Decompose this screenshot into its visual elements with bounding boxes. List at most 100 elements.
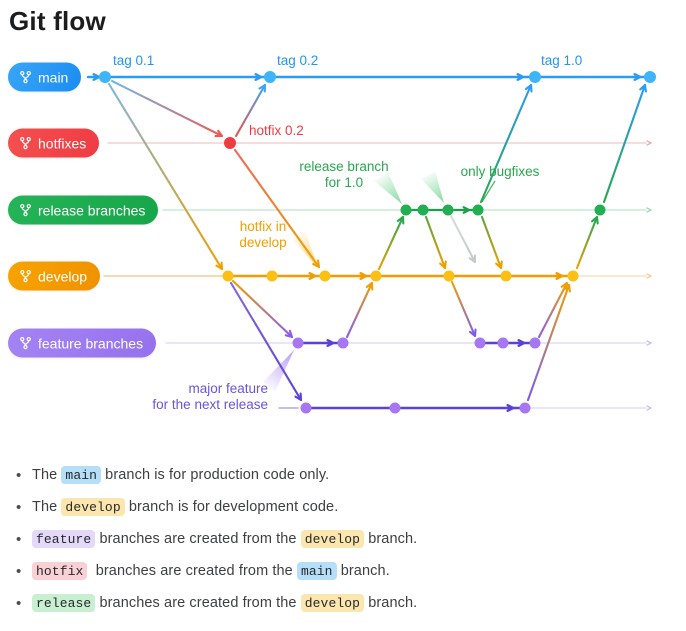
release-beam-1-glow xyxy=(374,172,402,204)
commit-dot-develop xyxy=(443,270,455,282)
branch-pill-label: release branches xyxy=(38,202,146,218)
note-item: • feature branches are created from the d… xyxy=(16,523,417,555)
edge-arrowhead-icon xyxy=(563,283,571,293)
commit-dot-release xyxy=(400,204,412,216)
lane-arrowhead-icon xyxy=(308,272,317,280)
commit-dot-major xyxy=(389,402,401,414)
inline-code-main: main xyxy=(61,466,102,484)
note-text: branches are created from the xyxy=(95,531,301,547)
note-text: branches are created from the xyxy=(95,595,301,611)
edge-release-to-main-tag10 xyxy=(479,83,533,204)
lane-arrowhead-icon xyxy=(359,272,368,280)
commit-dot-main xyxy=(529,71,541,83)
bugfix-pointer xyxy=(481,180,496,203)
commit-dot-release xyxy=(417,204,429,216)
edge-develop-to-feature-2 xyxy=(450,280,477,338)
commit-dot-feature xyxy=(292,337,304,349)
edge-major-to-develop xyxy=(526,283,571,402)
commit-dot-feature xyxy=(474,337,486,349)
edge-release-to-develop-2 xyxy=(480,215,503,270)
note-text: The xyxy=(32,467,62,483)
branch-pill-label: main xyxy=(38,69,69,85)
edge-arrowhead-icon xyxy=(396,215,405,225)
label-line: develop xyxy=(239,235,287,250)
label-line: major feature xyxy=(188,381,268,396)
label-line: tag 0.1 xyxy=(113,53,155,68)
note-item: • The main branch is for production code … xyxy=(16,459,417,491)
note-text: branch is for production code only. xyxy=(101,467,330,483)
edge-arrowhead-icon xyxy=(294,392,303,402)
edge-feature-to-develop-2 xyxy=(537,281,569,339)
label-line: tag 1.0 xyxy=(541,53,583,68)
commit-dot-develop xyxy=(370,270,382,282)
lane-arrowhead-icon xyxy=(555,272,564,280)
hotfix-beam-glow xyxy=(292,231,318,268)
bullet-icon: • xyxy=(16,594,22,612)
edge-arrowhead-icon xyxy=(215,261,224,271)
label-line: hotfix 0.2 xyxy=(249,123,304,138)
commit-dot-feature xyxy=(337,337,349,349)
note-text: branch. xyxy=(364,531,418,547)
edge-feature-to-develop-1 xyxy=(345,281,374,339)
git-branch-icon xyxy=(20,336,31,350)
bullet-icon: • xyxy=(16,498,22,516)
label-line: tag 0.2 xyxy=(277,53,319,68)
label-hotfix-in-dev: hotfix in develop xyxy=(239,219,286,251)
note-text: The xyxy=(32,499,62,515)
feature-beam-glow xyxy=(263,350,294,392)
branch-pill-feature-branches: feature branches xyxy=(8,328,157,358)
note-text: branch is for development code. xyxy=(124,499,339,515)
edge-release-to-main-last xyxy=(602,83,647,204)
edge-arrowhead-icon xyxy=(639,83,647,93)
branch-notes-list: • The main branch is for production code … xyxy=(16,459,417,619)
edge-release-gray-merge xyxy=(449,214,477,264)
label-line: only bugfixes xyxy=(460,164,540,179)
commit-dot-release xyxy=(442,204,454,216)
note-item: • hotfix branches are created from the ma… xyxy=(16,555,417,587)
commit-dot-release xyxy=(594,204,606,216)
note-text: branches are created from the xyxy=(87,563,297,579)
commit-dot-major xyxy=(519,402,531,414)
lane-arrowhead-icon xyxy=(646,207,652,213)
edge-hotfix-to-develop xyxy=(233,148,321,269)
lane-arrowhead-icon xyxy=(646,405,652,411)
lane-arrowhead-icon xyxy=(646,273,652,279)
label-release-branch: release branch for 1.0 xyxy=(299,159,388,191)
edge-arrowhead-icon xyxy=(214,129,224,138)
label-hotfix-0-2: hotfix 0.2 xyxy=(249,123,304,139)
branch-pill-label: develop xyxy=(38,268,88,284)
lane-arrowhead-icon xyxy=(646,340,652,346)
edge-develop-to-release-2 xyxy=(575,215,599,270)
bullet-icon: • xyxy=(16,562,22,580)
label-tag-1-0: tag 1.0 xyxy=(541,53,582,69)
edge-develop-to-feature-1 xyxy=(231,279,294,339)
bullet-icon: • xyxy=(16,466,22,484)
git-branch-icon xyxy=(20,70,31,84)
git-branch-icon xyxy=(20,136,31,150)
edge-arrowhead-icon xyxy=(468,254,477,264)
label-line: for the next release xyxy=(152,397,268,412)
commit-dot-hotfix xyxy=(224,137,236,149)
lane-arrowhead-icon xyxy=(633,73,642,81)
edge-arrowhead-icon xyxy=(439,260,447,270)
inline-code-feature: feature xyxy=(32,530,96,548)
edge-arrowhead-icon xyxy=(495,260,503,270)
branch-pill-main: main xyxy=(8,62,82,92)
lane-arrowhead-icon xyxy=(517,339,526,347)
branch-pill-develop: develop xyxy=(8,261,101,291)
note-text: branch. xyxy=(336,563,390,579)
page-title: Git flow xyxy=(9,6,106,36)
release-beam-2-glow xyxy=(421,171,444,203)
edge-hotfix-to-main xyxy=(234,83,267,138)
commit-dot-main xyxy=(99,71,111,83)
inline-code-hotfix: hotfix xyxy=(32,562,88,580)
edge-develop-to-release-1 xyxy=(377,215,405,271)
commit-dot-develop xyxy=(567,270,579,282)
edge-develop-to-major xyxy=(229,281,303,402)
label-tag-0-1: tag 0.1 xyxy=(113,53,154,69)
commit-dot-feature xyxy=(497,337,509,349)
edge-main-to-develop xyxy=(107,82,224,271)
inline-code-release: release xyxy=(32,594,96,612)
label-tag-0-2: tag 0.2 xyxy=(277,53,318,69)
